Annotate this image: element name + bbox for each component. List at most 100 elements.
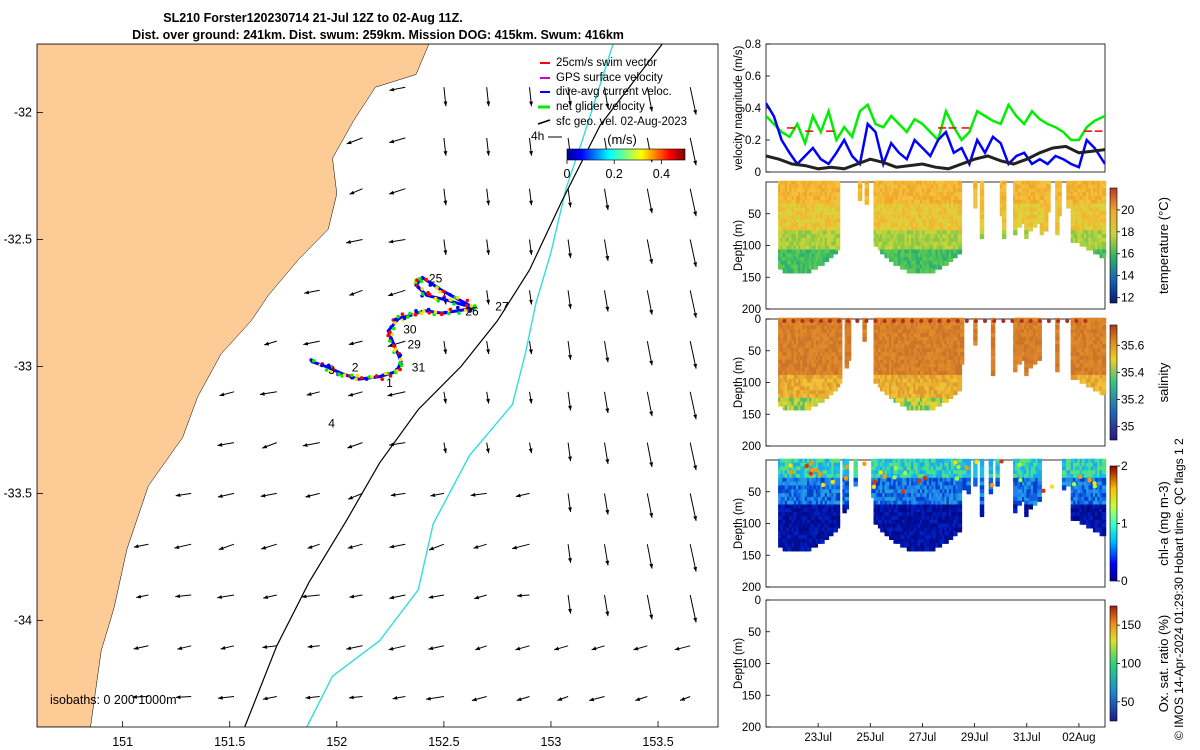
section-cell [1101, 340, 1107, 346]
section-cell [1099, 222, 1104, 228]
velocity-vector [604, 290, 610, 312]
vector-head [302, 443, 308, 447]
track-point [400, 312, 405, 317]
velocity-vector [261, 543, 277, 550]
section-cell [1072, 222, 1078, 228]
section-cell [818, 218, 823, 224]
vector-head [485, 448, 490, 454]
section-cell [1017, 359, 1022, 365]
vector-head [486, 250, 491, 255]
section-cell [818, 374, 823, 380]
section-cell [835, 211, 841, 217]
section-cell [862, 336, 867, 342]
section-cell [1013, 352, 1018, 358]
section-cell [1024, 333, 1029, 338]
vector-head [217, 442, 223, 447]
velocity-vector [219, 391, 235, 397]
section-cell [844, 321, 849, 327]
vector-head [529, 200, 533, 206]
section-cell [1037, 336, 1042, 342]
section-cell [1075, 211, 1080, 217]
section-cell [804, 527, 810, 533]
section-cell [862, 321, 867, 327]
section-cell [1019, 203, 1025, 209]
section-cell [953, 226, 958, 232]
section-cell [1086, 230, 1091, 236]
section-cell [973, 192, 978, 198]
section-cell [831, 234, 836, 240]
section-cell [1090, 355, 1096, 361]
section-cell [979, 230, 985, 236]
section-cell [778, 317, 783, 323]
velocity-vector [132, 695, 149, 699]
section-cell [791, 508, 796, 514]
velocity-vector [177, 645, 192, 650]
section-cell [1099, 359, 1104, 365]
section-cell [864, 319, 869, 323]
section-cell [1072, 188, 1078, 194]
section-cell [939, 241, 945, 247]
section-cell [1075, 184, 1080, 190]
section-cell [1070, 321, 1076, 327]
section-cell [1090, 336, 1096, 342]
vector-head [568, 608, 572, 614]
velocity-red-marker [1094, 130, 1103, 132]
track-point [394, 347, 398, 351]
section-cell [791, 394, 796, 399]
section-cell [831, 245, 836, 251]
section-cell [1101, 390, 1107, 396]
track-point [419, 279, 424, 284]
vector-head [649, 309, 654, 315]
section-cell [1002, 188, 1007, 194]
section-cell [844, 363, 849, 369]
section-cell [924, 378, 929, 384]
section-cell [1099, 371, 1104, 377]
section-cell [1017, 222, 1022, 228]
velocity-vector [529, 137, 533, 156]
section-cell [1070, 196, 1076, 201]
salinity-colorbar-label: salinity [1156, 362, 1171, 402]
vector-head [693, 211, 697, 217]
section-cell [1075, 226, 1080, 232]
track-point [389, 325, 394, 329]
section-cell [1086, 226, 1091, 232]
section-cell [1099, 241, 1104, 247]
section-cell [1013, 218, 1018, 224]
section-cell [1033, 352, 1038, 358]
section-cell [818, 237, 823, 243]
section-cell [1002, 199, 1007, 205]
section-cell [957, 386, 963, 392]
section-cell [990, 359, 996, 365]
section-cell [973, 321, 978, 327]
section-cell [939, 226, 945, 232]
section-cell [897, 230, 903, 236]
section-cell [990, 355, 996, 361]
section-cell [857, 184, 863, 190]
section-cell [924, 234, 929, 240]
section-cell [911, 344, 916, 350]
section-cell [959, 352, 965, 358]
section-cell [953, 390, 958, 396]
section-cell [1033, 184, 1038, 190]
section-cell [939, 260, 945, 266]
section-cell [1046, 184, 1051, 190]
vector-head [693, 516, 697, 521]
section-cell [778, 462, 783, 468]
section-cell [957, 363, 963, 369]
section-cell [804, 340, 810, 346]
velocity-red-marker [938, 127, 947, 129]
section-cell [1037, 352, 1042, 358]
section-cell [957, 249, 963, 255]
velocity-vector [689, 188, 697, 217]
map-y-tick-label: -34 [14, 613, 32, 627]
vector-head [177, 646, 183, 650]
section-cell [1037, 340, 1042, 346]
section-cell [1046, 196, 1051, 201]
section-cell [939, 253, 945, 259]
depth-tick-label: 0 [755, 314, 761, 326]
velocity-vector [443, 137, 448, 156]
section-cell [844, 359, 849, 365]
vector-head [346, 140, 352, 145]
velocity-vector [346, 645, 363, 650]
section-cell [778, 493, 783, 499]
